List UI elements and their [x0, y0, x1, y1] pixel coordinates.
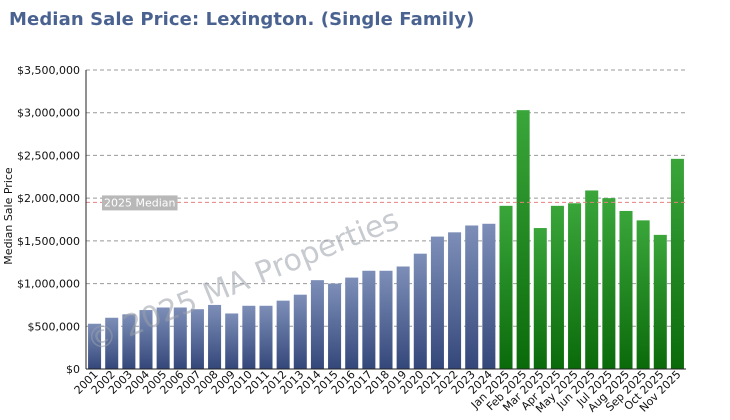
median-reference: 2025 Median — [86, 195, 686, 211]
y-tick-label: $3,000,000 — [17, 107, 80, 120]
bar — [293, 294, 307, 369]
median-label: 2025 Median — [104, 196, 176, 209]
bar — [636, 220, 650, 369]
bar — [310, 280, 324, 369]
bar — [465, 225, 479, 369]
bar — [568, 203, 582, 369]
bar — [139, 310, 153, 369]
bar — [345, 277, 359, 369]
bar — [653, 234, 667, 369]
bar — [105, 317, 119, 369]
bar — [190, 309, 204, 369]
bar — [448, 232, 462, 369]
bar — [276, 300, 290, 369]
bar — [516, 110, 530, 369]
bars — [88, 110, 684, 369]
y-tick-label: $0 — [66, 363, 80, 376]
bar — [430, 236, 444, 369]
bar — [328, 283, 342, 369]
median-label-bg — [102, 195, 178, 211]
bar — [482, 223, 496, 369]
bar — [208, 304, 222, 369]
bar — [362, 270, 376, 369]
x-axis-ticks: 2001200220032004200520062007200820092010… — [72, 368, 684, 416]
y-tick-label: $500,000 — [28, 320, 81, 333]
bar — [225, 313, 239, 369]
bar — [602, 198, 616, 369]
y-tick-label: $2,000,000 — [17, 192, 80, 205]
bar — [379, 270, 393, 369]
y-tick-label: $2,500,000 — [17, 149, 80, 162]
bar — [585, 190, 599, 369]
bar — [156, 307, 170, 369]
bar — [122, 314, 136, 369]
chart-title: Median Sale Price: Lexington. (Single Fa… — [9, 9, 475, 30]
bar — [242, 305, 256, 369]
bar — [533, 228, 547, 369]
bar — [173, 307, 187, 369]
bar — [88, 323, 102, 369]
bar — [413, 253, 427, 369]
y-tick-label: $1,000,000 — [17, 278, 80, 291]
y-axis-label: Median Sale Price — [2, 167, 15, 265]
bar — [259, 305, 273, 369]
y-tick-label: $3,500,000 — [17, 64, 80, 77]
y-axis-ticks: $0 $500,000 $1,000,000 $1,500,000 $2,000,000… — [17, 64, 80, 376]
y-tick-label: $1,500,000 — [17, 235, 80, 248]
bar — [396, 266, 410, 369]
bar — [499, 205, 513, 369]
bar — [550, 205, 564, 369]
bar — [670, 158, 684, 369]
bar — [619, 210, 633, 369]
